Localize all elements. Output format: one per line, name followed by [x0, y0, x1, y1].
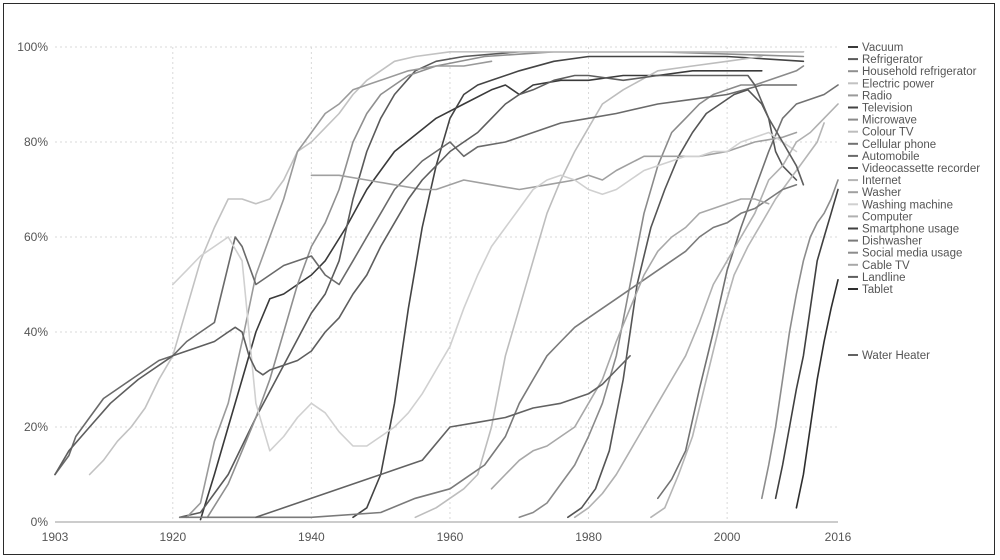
series-line-washer — [310, 131, 798, 191]
legend-label: Internet — [862, 175, 902, 187]
legend-item: Automobile — [848, 151, 920, 163]
series-line-television — [352, 55, 805, 519]
legend-label: Computer — [862, 211, 913, 223]
y-tick-label: 40% — [24, 325, 48, 339]
series-line-cable-tv — [490, 198, 770, 490]
legend-label: Television — [862, 103, 913, 115]
chart-frame — [3, 3, 995, 555]
legend-item: Cellular phone — [848, 139, 936, 151]
series-line-washing-machine — [172, 131, 798, 452]
legend-item: Household refrigerator — [848, 66, 977, 78]
legend-label: Water Heater — [862, 350, 930, 362]
legend-label: Cable TV — [862, 260, 910, 272]
y-tick-label: 100% — [17, 40, 48, 54]
legend-label: Refrigerator — [862, 54, 923, 66]
legend-label: Dishwasher — [862, 236, 922, 248]
series-line-electric-power — [88, 50, 805, 476]
axis-layer: 0% 20% 40% 60% 80% 100% 1903 1920 1940 1960 1980 20… — [17, 40, 851, 544]
legend-label: Colour TV — [862, 127, 914, 139]
legend-item: Water Heater — [848, 350, 930, 362]
legend-item: Internet — [848, 175, 902, 187]
legend-item: Tablet — [848, 284, 893, 296]
series-line-smartphone-usage — [774, 188, 839, 500]
legend-item: Vacuum — [848, 42, 903, 54]
legend-item: Colour TV — [848, 127, 914, 139]
legend-label: Electric power — [862, 78, 934, 90]
legend-label: Washer — [862, 187, 901, 199]
legend-label: Social media usage — [862, 248, 962, 260]
legend-item: Electric power — [848, 78, 934, 90]
legend-label: Microwave — [862, 115, 917, 127]
legend-item: Computer — [848, 211, 913, 223]
legend-item: Washing machine — [848, 199, 953, 211]
series-line-tablet — [795, 278, 839, 509]
legend-label: Smartphone usage — [862, 224, 959, 236]
x-tick-label: 1940 — [298, 530, 325, 544]
legend-item: Cable TV — [848, 260, 910, 272]
legend-label: Videocassette recorder — [862, 163, 980, 175]
y-tick-label: 0% — [31, 515, 49, 529]
series-layer — [54, 50, 839, 521]
x-tick-label: 2000 — [714, 530, 741, 544]
legend-item: Social media usage — [848, 248, 962, 260]
x-tick-label: 1920 — [159, 530, 186, 544]
y-tick-label: 80% — [24, 135, 48, 149]
legend-item: Videocassette recorder — [848, 163, 980, 175]
legend-item: Radio — [848, 90, 892, 102]
y-tick-label: 20% — [24, 420, 48, 434]
legend-item: Washer — [848, 187, 901, 199]
x-tick-label: 2016 — [825, 530, 852, 544]
legend-label: Washing machine — [862, 199, 953, 211]
series-line-cellular-phone — [656, 84, 839, 500]
x-tick-label: 1903 — [42, 530, 69, 544]
series-line-radio — [185, 60, 493, 519]
series-line-dishwasher — [178, 184, 798, 519]
legend-item: Smartphone usage — [848, 224, 959, 236]
series-line-microwave — [518, 65, 805, 519]
legend-label: Household refrigerator — [862, 66, 977, 78]
series-line-internet — [650, 122, 825, 519]
series-line-automobile — [54, 84, 798, 476]
legend-item: Refrigerator — [848, 54, 923, 66]
grid-layer — [55, 46, 838, 522]
legend-label: Cellular phone — [862, 139, 936, 151]
x-tick-label: 1980 — [575, 530, 602, 544]
series-line-landline — [54, 74, 805, 476]
y-tick-label: 60% — [24, 230, 48, 244]
legend-item: Microwave — [848, 115, 917, 127]
legend-item: Landline — [848, 272, 905, 284]
legend-item: Television — [848, 103, 913, 115]
legend-item: Dishwasher — [848, 236, 922, 248]
legend-label: Automobile — [862, 151, 920, 163]
legend-label: Radio — [862, 90, 892, 102]
legend-label: Landline — [862, 272, 905, 284]
series-line-computer — [573, 103, 839, 519]
series-line-vacuum — [199, 70, 763, 521]
series-line-colour-tv — [414, 55, 763, 519]
series-line-videocassette-recorder — [566, 89, 798, 519]
series-line-social-media-usage — [760, 179, 839, 500]
series-line-water-heater — [255, 354, 631, 519]
legend-label: Vacuum — [862, 42, 903, 54]
x-tick-label: 1960 — [437, 530, 464, 544]
legend-label: Tablet — [862, 284, 893, 296]
